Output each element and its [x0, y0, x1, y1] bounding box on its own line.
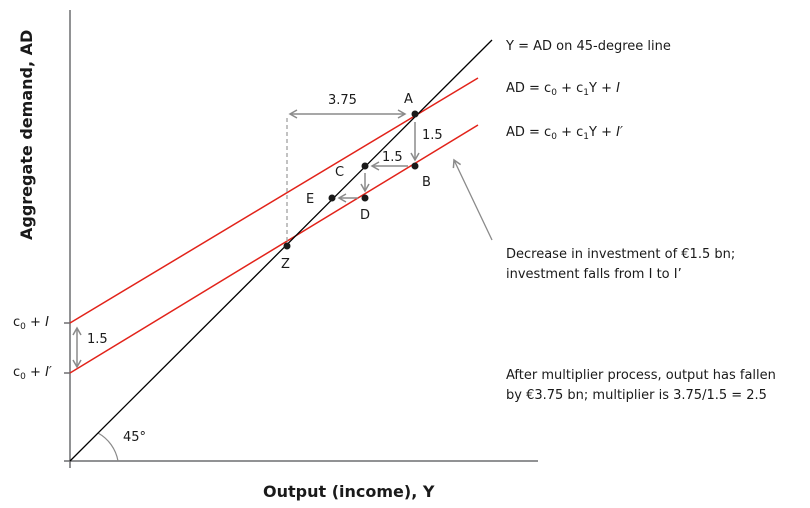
tick-upper-sub: 0 [20, 322, 26, 332]
multiplier-note-line2: by €3.75 bn; multiplier is 3.75/1.5 = 2.… [506, 388, 767, 403]
point-e [328, 194, 336, 202]
line-45-degree [69, 39, 493, 462]
point-b [411, 162, 419, 170]
y-axis-title: Aggregate demand, AD [17, 30, 36, 240]
label-ab-drop: 1.5 [422, 128, 443, 143]
legend-ad-new: AD = c0 + c1Y + I′ [506, 123, 623, 147]
ad1-sub1: 1 [583, 88, 589, 98]
tick-upper-base: c [13, 315, 21, 330]
tick-lower-base: c [13, 365, 21, 380]
ad2-mid: + c [556, 125, 584, 140]
ad1-mid: + c [556, 81, 584, 96]
point-d [361, 194, 369, 202]
decrease-pointer-arrow [452, 158, 493, 241]
ad-line-original [69, 77, 479, 324]
decrease-note-line1: Decrease in investment of €1.5 bn; [506, 247, 736, 262]
ad1-inv: I [616, 81, 620, 96]
label-d: D [360, 208, 370, 223]
point-a [411, 110, 419, 118]
ad-line-new [69, 124, 479, 374]
label-output-fall: 3.75 [328, 93, 357, 108]
label-a: A [404, 92, 413, 107]
point-z [283, 242, 291, 250]
tick-upper-rest: + [25, 315, 46, 330]
ad1-sub0: 0 [551, 88, 557, 98]
ad1-y: Y + [589, 81, 617, 96]
y-tick-upper: c0 + I [13, 313, 49, 337]
label-bc-step: 1.5 [382, 150, 403, 165]
legend-ad-original: AD = c0 + c1Y + I [506, 79, 620, 103]
label-angle: 45° [123, 430, 146, 445]
tick-lower-sub: 0 [20, 372, 26, 382]
label-z: Z [281, 257, 290, 272]
legend-45-line: Y = AD on 45-degree line [506, 39, 671, 54]
label-e: E [306, 192, 314, 207]
x-axis-title: Output (income), Y [263, 482, 435, 501]
ad1-prefix: AD = c [506, 81, 552, 96]
tick-lower-inv: I′ [45, 365, 52, 380]
ad2-sub0: 0 [551, 132, 557, 142]
label-b: B [422, 175, 431, 190]
tick-upper-inv: I [45, 315, 49, 330]
decrease-note: Decrease in investment of €1.5 bn; inves… [506, 245, 735, 285]
multiplier-note: After multiplier process, output has fal… [506, 366, 776, 406]
label-intercept-gap: 1.5 [87, 332, 108, 347]
y-tick-lower: c0 + I′ [13, 363, 52, 387]
ad2-inv: I′ [616, 125, 623, 140]
multiplier-note-line1: After multiplier process, output has fal… [506, 368, 776, 383]
tick-lower-rest: + [25, 365, 46, 380]
decrease-note-line2: investment falls from I to I’ [506, 267, 682, 282]
label-c: C [335, 165, 344, 180]
ad2-prefix: AD = c [506, 125, 552, 140]
point-c [361, 162, 369, 170]
angle-arc [97, 432, 119, 462]
ad2-sub1: 1 [583, 132, 589, 142]
ad2-y: Y + [589, 125, 617, 140]
